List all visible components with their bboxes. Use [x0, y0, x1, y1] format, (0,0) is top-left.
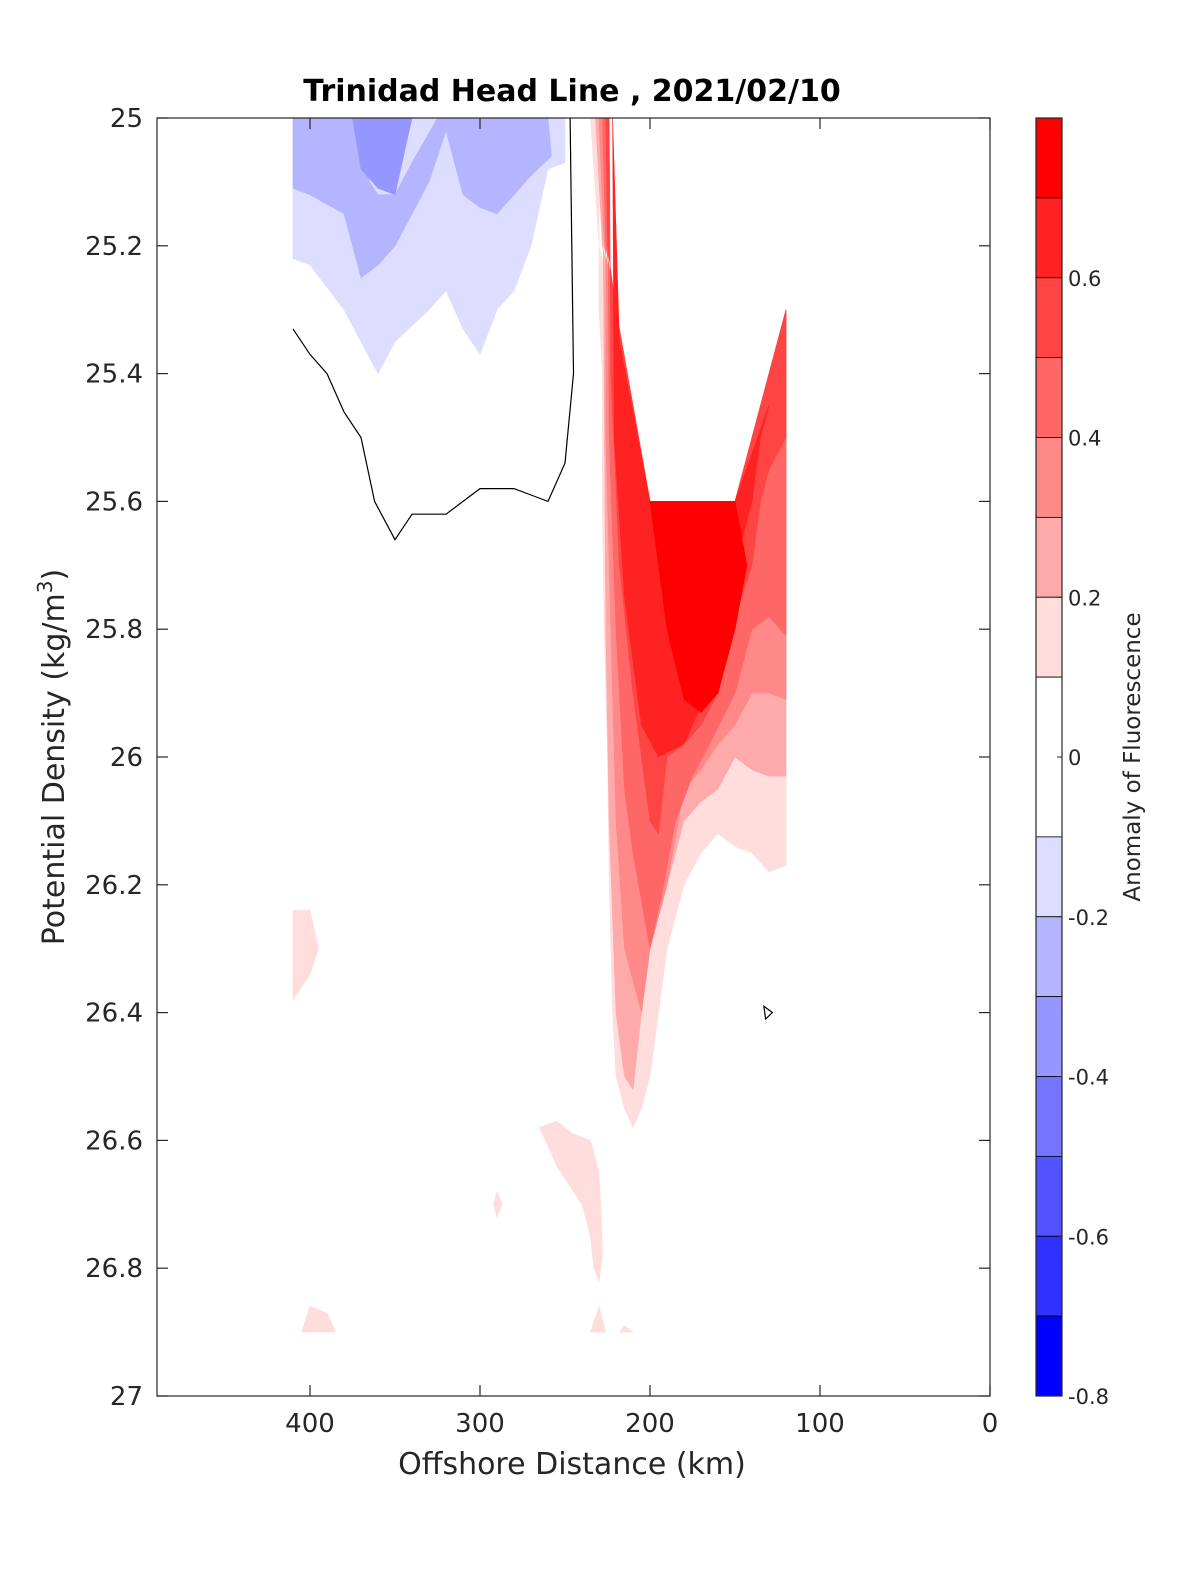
- zero-contour-line: [763, 1004, 774, 1021]
- y-axis-label-text: Potential Density (kg/m: [37, 593, 72, 945]
- colorbar-tick-label: -0.8: [1068, 1385, 1109, 1409]
- y-axis: 25 25.2 25.4 25.6 25.8 26 26.2 26.4 26.6 26.8 27: [85, 104, 990, 1412]
- colorbar-tick-label: 0.6: [1068, 267, 1101, 291]
- x-tick-label: 300: [455, 1409, 505, 1439]
- zero-contours: [292, 118, 774, 1021]
- colorbar-tick-label: 0.2: [1068, 586, 1101, 610]
- colorbar-tick-label: -0.4: [1068, 1066, 1109, 1090]
- colorbar-level: [1035, 437, 1063, 518]
- positive-anomaly-region: [539, 1120, 603, 1283]
- colorbar-level: [1035, 516, 1063, 598]
- y-axis-label: Potential Density (kg/m3): [33, 569, 72, 945]
- y-axis-label-superscript: 3: [33, 580, 57, 593]
- y-tick-label: 26.4: [85, 999, 143, 1029]
- y-tick-label: 26: [110, 743, 143, 773]
- x-axis: 400 300 200 100 0: [285, 118, 998, 1439]
- colorbar-level: [1035, 1235, 1063, 1317]
- colorbar-tick-label: 0.4: [1068, 427, 1101, 451]
- positive-anomaly-region: [292, 910, 319, 1001]
- x-axis-label: Offshore Distance (km): [398, 1447, 746, 1482]
- y-tick-label: 27: [110, 1382, 143, 1412]
- colorbar-tick-label: -0.2: [1068, 906, 1109, 930]
- colorbar-level: [1035, 1315, 1063, 1397]
- colorbar-tick-label: 0: [1068, 746, 1081, 770]
- y-tick-label: 25.8: [85, 615, 143, 645]
- x-tick-label: 0: [982, 1409, 999, 1439]
- colorbar-level: [1035, 836, 1063, 918]
- negative-anomaly-region: [292, 118, 552, 279]
- y-axis-label-close: ): [37, 569, 72, 581]
- positive-anomaly-region: [618, 1325, 634, 1333]
- zero-contour-line: [292, 118, 575, 541]
- positive-anomaly-region: [301, 1306, 336, 1333]
- x-tick-label: 400: [285, 1409, 335, 1439]
- y-tick-label: 26.8: [85, 1254, 143, 1284]
- colorbar-level: [1035, 1155, 1063, 1237]
- colorbar-level: [1035, 117, 1063, 199]
- y-tick-label: 25.4: [85, 360, 143, 390]
- colorbar-label: Anomaly of Fluorescence: [1120, 612, 1146, 901]
- colorbar-tick-label: -0.6: [1068, 1225, 1109, 1249]
- colorbar: 0.6 0.4 0.2 0 -0.2 -0.4 -0.6 -0.8: [1035, 117, 1109, 1409]
- y-tick-label: 26.2: [85, 871, 143, 901]
- y-tick-label: 25.2: [85, 232, 143, 262]
- positive-anomaly-region: [493, 1190, 503, 1219]
- colorbar-level: [1035, 596, 1063, 678]
- y-tick-label: 25: [110, 104, 143, 134]
- colorbar-level: [1035, 197, 1063, 279]
- y-tick-label: 25.6: [85, 487, 143, 517]
- positive-anomaly-region: [590, 1305, 607, 1333]
- x-tick-label: 200: [625, 1409, 675, 1439]
- colorbar-level: [1035, 916, 1063, 998]
- colorbar-level: [1035, 1076, 1063, 1157]
- chart-title: Trinidad Head Line , 2021/02/10: [303, 74, 840, 109]
- positive-anomaly-region: [649, 501, 748, 713]
- negative-anomaly-region: [310, 118, 413, 196]
- colorbar-level: [1035, 996, 1063, 1077]
- colorbar-level: [1035, 357, 1063, 438]
- y-tick-label: 26.6: [85, 1126, 143, 1156]
- contour-fills: [292, 118, 787, 1333]
- x-tick-label: 100: [795, 1409, 845, 1439]
- colorbar-level: [1035, 277, 1063, 359]
